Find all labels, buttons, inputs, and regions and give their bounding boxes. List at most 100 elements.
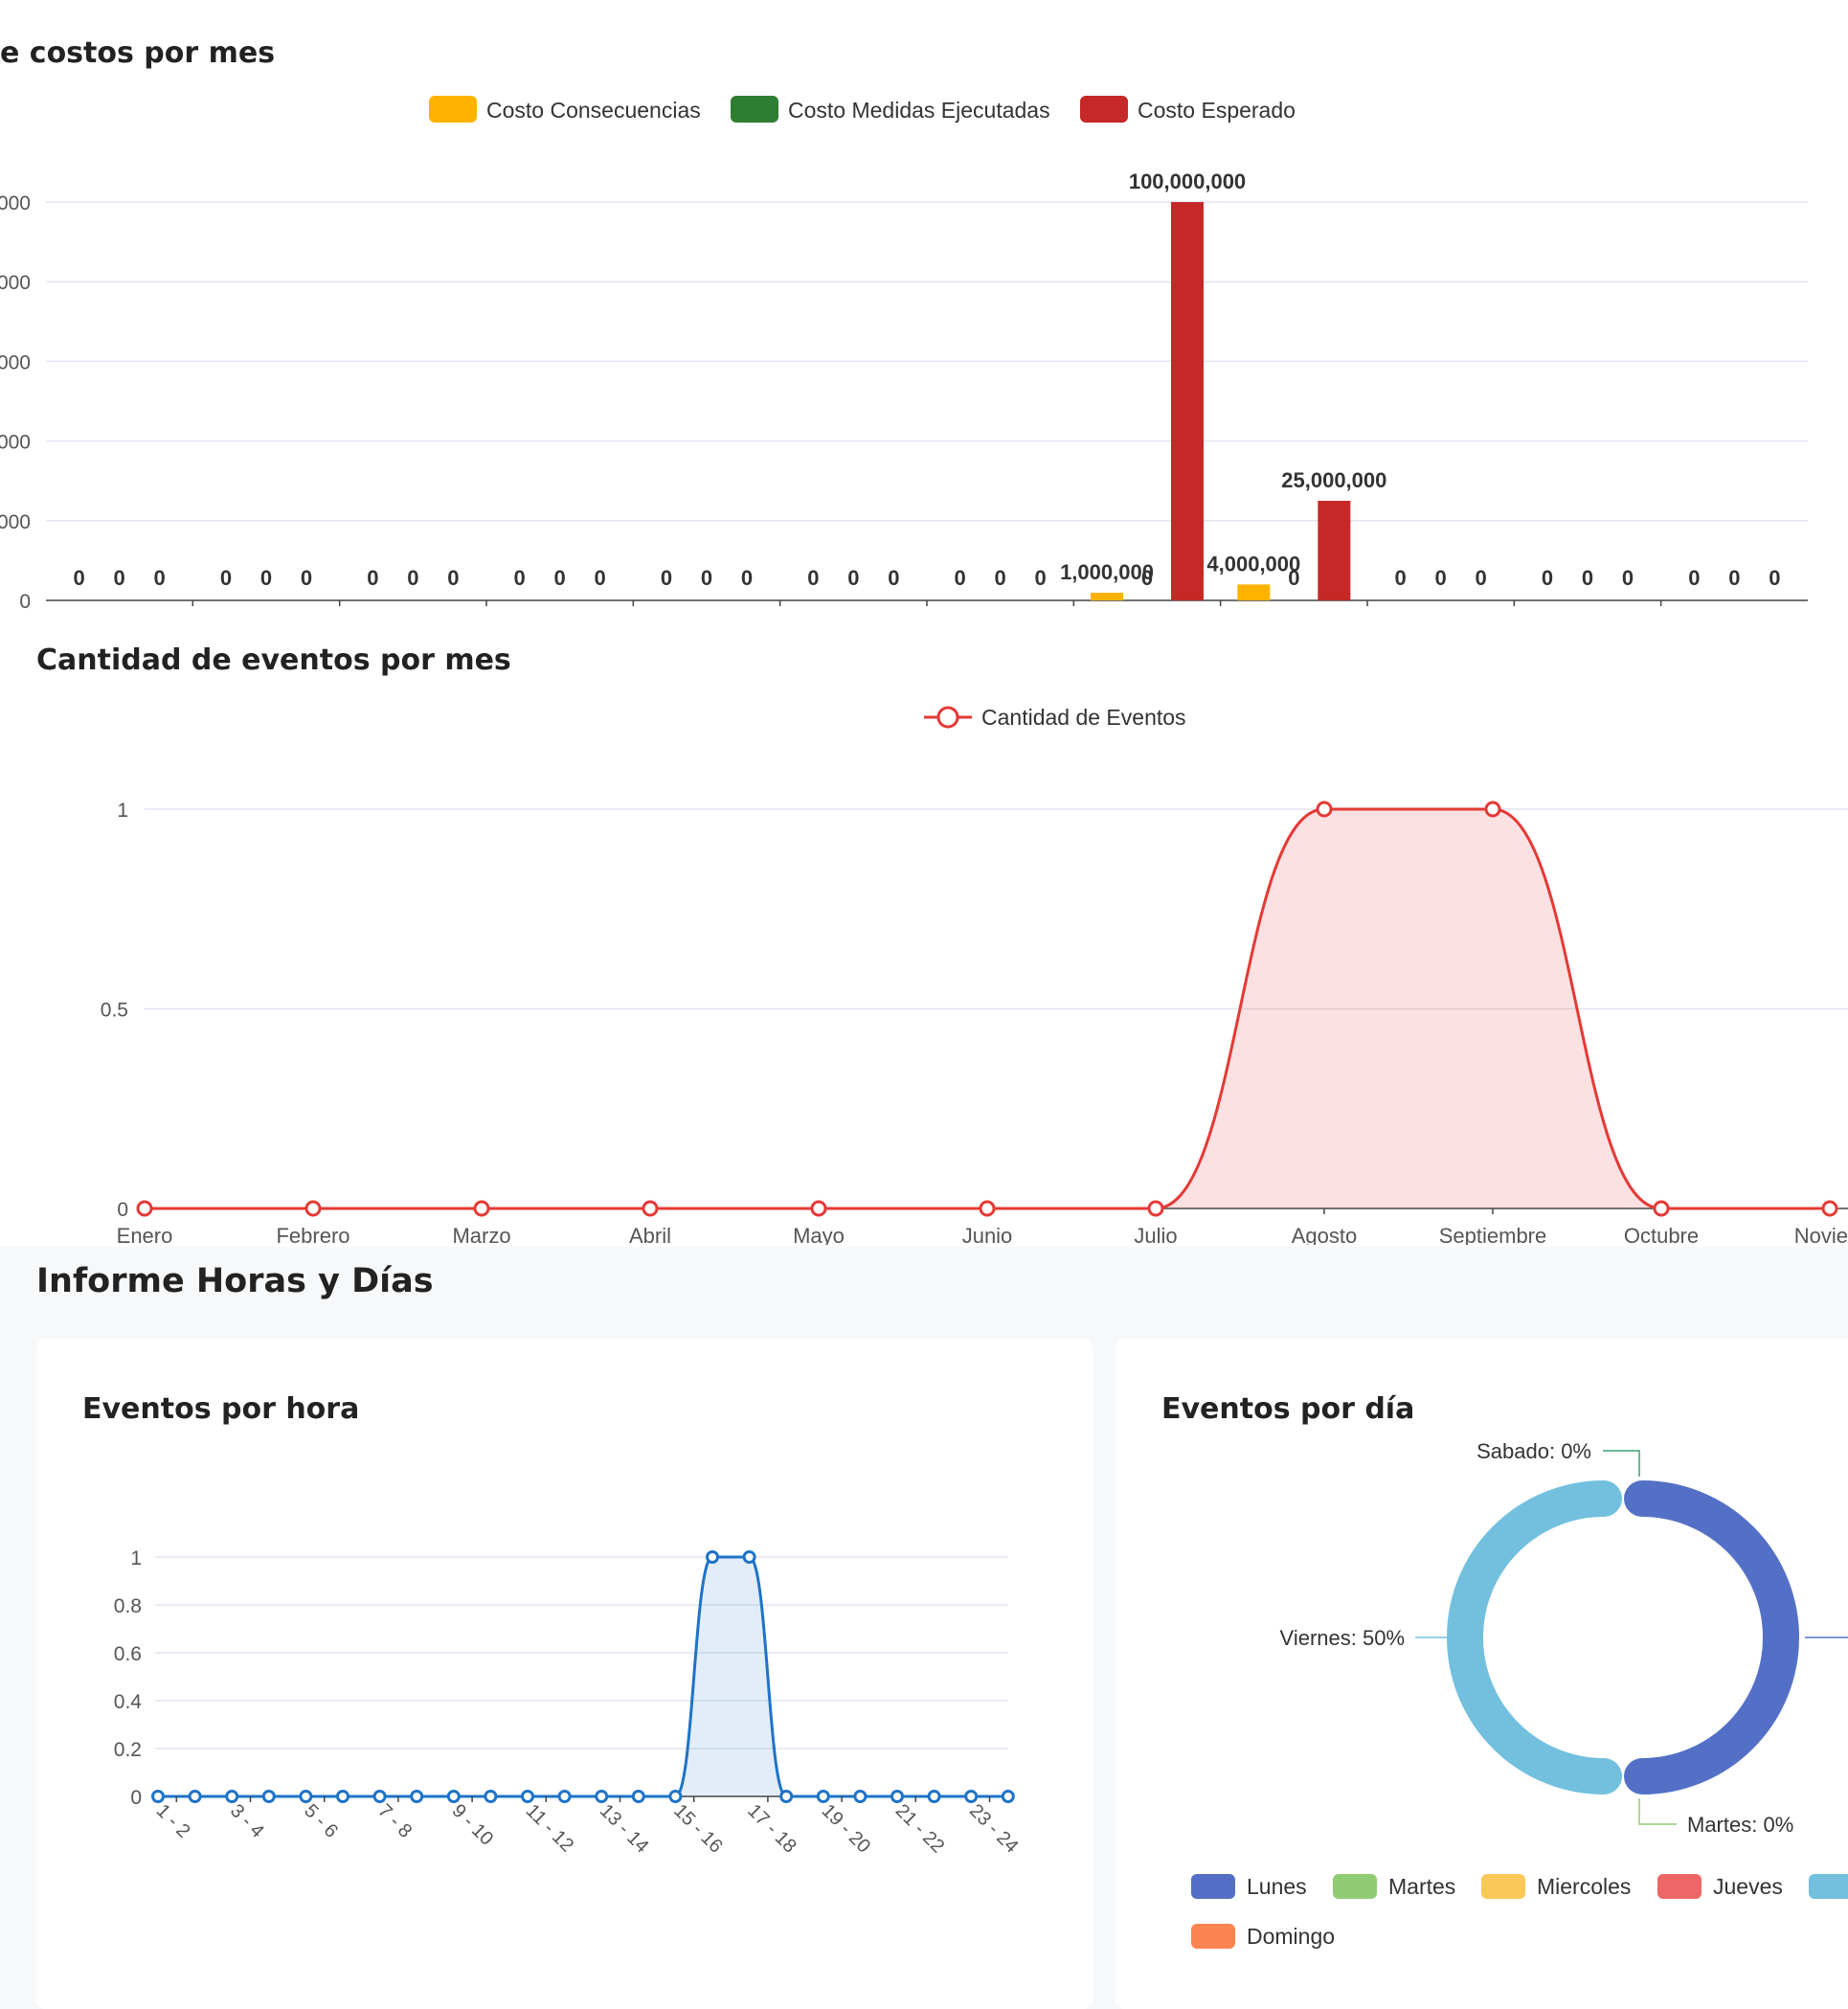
y-tick-label: 000 — [0, 192, 31, 214]
x-tick-label: 5 - 6 — [300, 1800, 342, 1842]
legend-swatch-2 — [1080, 96, 1128, 123]
y-tick-label: 000 — [0, 432, 31, 454]
label-martes: Martes: 0% — [1687, 1813, 1793, 1837]
x-tick-label: Septiembre — [1439, 1224, 1547, 1245]
x-tick-label: 21 - 22 — [891, 1800, 949, 1858]
bar-data-label: 0 — [407, 566, 418, 590]
legend-swatch-0 — [429, 96, 477, 123]
x-tick-label: Abril — [629, 1224, 671, 1245]
y-tick-label: 000 — [0, 272, 31, 294]
legend-swatch-1 — [731, 96, 778, 123]
bar-data-label: 0 — [661, 566, 672, 590]
bar-data-label: 0 — [888, 566, 899, 590]
bar-data-label: 0 — [1728, 566, 1740, 590]
bar-data-label: 0 — [367, 566, 378, 590]
y-tick-label: 1 — [130, 1547, 142, 1569]
data-point — [473, 1200, 490, 1217]
y-tick-label: 0 — [19, 591, 31, 613]
data-point — [336, 1790, 349, 1803]
bar-costo-consecuencias — [1091, 593, 1123, 600]
data-point — [816, 1790, 830, 1803]
area-fill — [145, 809, 1830, 1208]
x-tick-label: 17 - 18 — [743, 1800, 800, 1858]
data-point — [1653, 1200, 1670, 1217]
data-point — [136, 1200, 153, 1217]
data-point — [446, 1790, 461, 1803]
series-line — [145, 807, 1830, 1210]
legend-swatch-1 — [1333, 1874, 1377, 1899]
y-tick-label: 0.6 — [114, 1643, 142, 1665]
x-tick-label: Febrero — [276, 1224, 349, 1245]
donut-slice-lunes — [1624, 1480, 1799, 1795]
bar-data-label: 0 — [154, 566, 166, 590]
bar-costo-esperado — [1318, 501, 1351, 600]
data-point — [304, 1200, 322, 1217]
bar-data-label: 0 — [1395, 566, 1407, 590]
legend-label-0: Lunes — [1247, 1874, 1307, 1899]
legend-label-1: Martes — [1388, 1874, 1455, 1899]
x-tick-label: 23 - 24 — [965, 1800, 1023, 1858]
data-point — [1821, 1200, 1838, 1217]
costs-bar-chart: Costo Consecuencias Costo Medidas Ejecuta… — [0, 96, 1808, 613]
bar-data-label: 0 — [260, 566, 272, 590]
leader-line-sabado — [1603, 1450, 1640, 1477]
x-tick-label: 7 - 8 — [373, 1800, 416, 1842]
legend-label-2: Miercoles — [1537, 1874, 1631, 1899]
data-point — [225, 1790, 239, 1803]
data-point — [742, 1550, 756, 1564]
bar-data-label: 0 — [74, 566, 85, 590]
label-sabado: Sabado: 0% — [1476, 1439, 1591, 1463]
bar-data-label: 0 — [1582, 566, 1593, 590]
bar-data-label: 0 — [701, 566, 712, 590]
bar-data-label: 0 — [1542, 566, 1553, 590]
x-tick-label: Junio — [962, 1224, 1013, 1245]
x-tick-label: 1 - 2 — [152, 1800, 194, 1842]
donut-slice-viernes — [1447, 1480, 1622, 1795]
data-point — [668, 1790, 683, 1803]
data-point — [890, 1790, 904, 1803]
data-point — [151, 1790, 165, 1803]
data-point — [779, 1790, 794, 1803]
bar-data-label: 0 — [1769, 566, 1780, 590]
x-tick-label: Marzo — [452, 1224, 510, 1245]
legend-marker — [936, 706, 959, 729]
area-fill — [158, 1557, 1008, 1796]
label-viernes: Viernes: 50% — [1280, 1626, 1405, 1650]
bar-data-label: 0 — [1476, 566, 1487, 590]
bar-data-label: 0 — [301, 566, 312, 590]
hours-card-title: Eventos por hora — [82, 1392, 360, 1426]
bar-data-label: 0 — [995, 566, 1006, 590]
data-point — [642, 1200, 659, 1217]
data-point — [979, 1200, 996, 1217]
x-tick-label: Agosto — [1292, 1224, 1358, 1245]
legend-label-5: Domingo — [1247, 1924, 1335, 1949]
data-point — [706, 1550, 719, 1564]
data-point — [484, 1790, 498, 1803]
bar-data-label: 0 — [955, 566, 966, 590]
bar-data-label: 0 — [220, 566, 232, 590]
bar-data-label: 0 — [807, 566, 819, 590]
x-tick-label: Mayo — [793, 1224, 845, 1245]
bar-data-label: 4,000,000 — [1206, 552, 1300, 576]
data-point — [557, 1790, 572, 1803]
legend-swatch-2 — [1481, 1874, 1525, 1899]
bar-costo-consecuencias — [1237, 584, 1271, 600]
data-point — [927, 1790, 941, 1803]
y-tick-label: 0 — [117, 1199, 128, 1221]
bar-data-label: 0 — [554, 566, 566, 590]
legend-label: Cantidad de Eventos — [981, 705, 1186, 730]
data-point — [188, 1790, 202, 1803]
y-tick-label: 0.8 — [114, 1595, 142, 1617]
bar-data-label: 100,000,000 — [1129, 169, 1246, 193]
y-tick-label: 000 — [0, 511, 31, 533]
bar-data-label: 1,000,000 — [1060, 560, 1154, 584]
data-point — [1316, 801, 1333, 818]
bar-data-label: 0 — [1435, 566, 1447, 590]
legend-label-1: Costo Medidas Ejecutadas — [788, 98, 1050, 123]
legend-label-3: Jueves — [1713, 1874, 1783, 1899]
x-tick-label: 15 - 16 — [669, 1800, 727, 1858]
bar-data-label: 0 — [1288, 566, 1299, 590]
bar-costo-esperado — [1171, 202, 1204, 600]
y-tick-label: 1 — [117, 800, 128, 822]
x-tick-label: 9 - 10 — [448, 1800, 498, 1850]
